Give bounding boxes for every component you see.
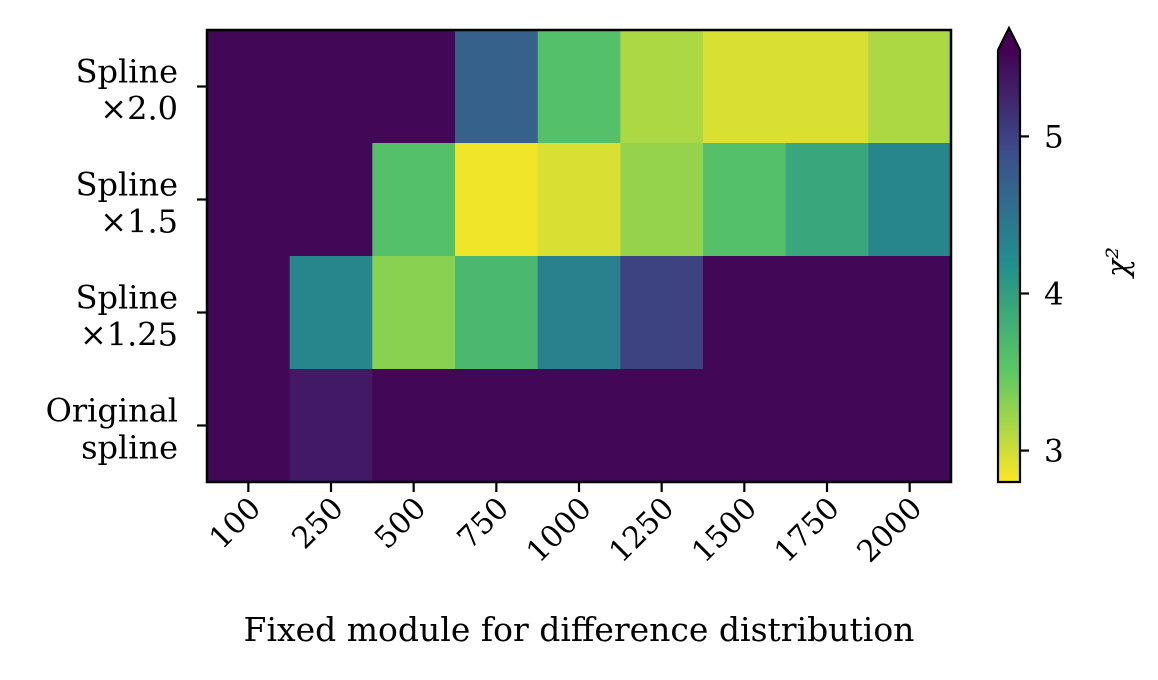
heatmap-cell — [620, 143, 704, 257]
heatmap-cell — [372, 30, 456, 144]
y-tick-label: Spline ×2.0 — [76, 53, 178, 128]
heatmap-cell — [455, 30, 539, 144]
heatmap-cell — [207, 369, 291, 483]
heatmap-cell — [537, 369, 621, 483]
colorbar-extend-max — [998, 28, 1020, 50]
heatmap-cell — [537, 256, 621, 370]
colorbar-gradient — [998, 50, 1020, 482]
x-tick-label: 1250 — [603, 491, 682, 570]
colorbar-tick-label: 4 — [1044, 276, 1064, 312]
x-tick-label: 750 — [451, 491, 516, 556]
heatmap-cell — [455, 143, 539, 257]
heatmap-cell — [703, 143, 787, 257]
y-tick-label: Spline ×1.25 — [76, 279, 178, 354]
heatmap-cell — [289, 369, 373, 483]
colorbar: 3 4 5 χ² — [996, 25, 1136, 484]
heatmap-cell — [537, 143, 621, 257]
x-tick-label: 2000 — [851, 491, 930, 570]
x-tick-label: 1500 — [685, 491, 764, 570]
heatmap-cell — [207, 143, 291, 257]
heatmap-cell — [703, 369, 787, 483]
colorbar-outline — [996, 25, 1022, 484]
x-tick-label: 500 — [368, 491, 433, 556]
heatmap-cell — [703, 256, 787, 370]
heatmap-cell — [868, 30, 952, 144]
x-tick-label: 1000 — [520, 491, 599, 570]
colorbar-label: χ² — [1101, 247, 1136, 279]
heatmap-cell — [372, 369, 456, 483]
heatmap-cell — [620, 369, 704, 483]
x-tick-label: 1750 — [768, 491, 847, 570]
heatmap-cell — [289, 30, 373, 144]
x-axis-label: Fixed module for difference distribution — [244, 610, 915, 649]
heatmap-cell — [289, 256, 373, 370]
heatmap-cell — [868, 256, 952, 370]
heatmap-cell — [785, 143, 869, 257]
heatmap-cell — [455, 369, 539, 483]
heatmap-cells — [207, 30, 952, 483]
x-axis: 100 250 500 750 1000 1250 1500 1750 2000 — [203, 482, 930, 570]
heatmap-cell — [372, 143, 456, 257]
heatmap-cell — [785, 369, 869, 483]
y-axis: Spline ×2.0 Spline ×1.5 Spline ×1.25 Original s… — [46, 53, 207, 467]
x-tick-label: 250 — [285, 491, 350, 556]
heatmap-cell — [537, 30, 621, 144]
heatmap-cell — [620, 30, 704, 144]
heatmap-cell — [703, 30, 787, 144]
x-tick-label: 100 — [203, 491, 268, 556]
heatmap-cell — [620, 256, 704, 370]
heatmap-cell — [868, 143, 952, 257]
heatmap-cell — [868, 369, 952, 483]
colorbar-tick-label: 5 — [1044, 119, 1064, 155]
heatmap-cell — [207, 256, 291, 370]
y-tick-label: Original spline — [46, 392, 178, 467]
heatmap-cell — [785, 30, 869, 144]
heatmap-cell — [455, 256, 539, 370]
y-tick-label: Spline ×1.5 — [76, 166, 178, 241]
colorbar-tick-label: 3 — [1044, 434, 1064, 470]
heatmap-cell — [207, 30, 291, 144]
heatmap-cell — [372, 256, 456, 370]
heatmap-cell — [289, 143, 373, 257]
heatmap-cell — [785, 256, 869, 370]
